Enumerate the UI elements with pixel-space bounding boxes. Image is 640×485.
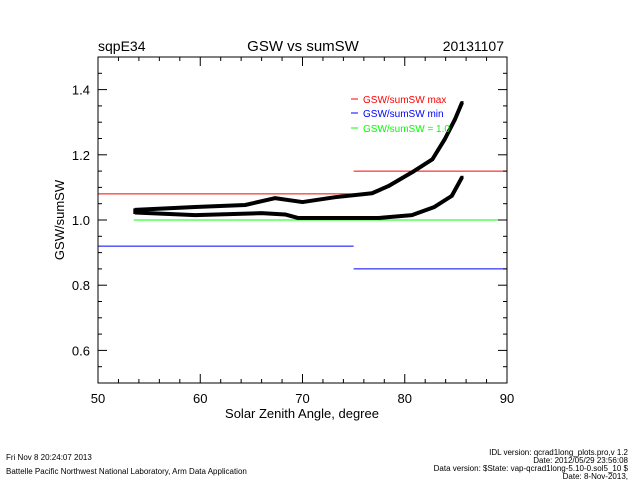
data-point-upper bbox=[460, 101, 464, 105]
data-point-lower bbox=[296, 216, 300, 220]
y-tick-label: 1.0 bbox=[72, 213, 90, 228]
series-line-lower bbox=[134, 176, 464, 221]
data-point-upper bbox=[370, 191, 374, 195]
x-tick-label: 60 bbox=[193, 391, 207, 406]
data-point-lower bbox=[376, 216, 380, 220]
y-tick-label: 0.8 bbox=[72, 278, 90, 293]
data-point-lower bbox=[283, 212, 287, 216]
data-point-upper bbox=[410, 170, 414, 174]
footer-idl-version: IDL version: qcrad1long_plots.pro,v 1.2 bbox=[489, 448, 628, 457]
data-point-lower bbox=[450, 194, 454, 198]
footer-timestamp: Fri Nov 8 20:24:07 2013 bbox=[6, 453, 92, 462]
footer-data-date: Date: 8-Nov-2013, bbox=[563, 472, 628, 480]
legend-label-max: GSW/sumSW max bbox=[363, 95, 446, 106]
x-tick-label: 50 bbox=[91, 391, 105, 406]
legend: GSW/sumSW max GSW/sumSW min GSW/sumSW = … bbox=[351, 95, 450, 135]
data-point-lower bbox=[432, 205, 436, 209]
footer-idl-date: Date: 2012/05/29 23:56:08 bbox=[533, 456, 628, 465]
data-point-upper bbox=[453, 118, 457, 122]
legend-label-min: GSW/sumSW min bbox=[363, 109, 444, 120]
data-point-upper bbox=[443, 137, 447, 141]
data-point-upper bbox=[301, 200, 304, 204]
x-tick-label: 70 bbox=[295, 391, 309, 406]
data-point-lower bbox=[410, 213, 414, 217]
data-point-upper bbox=[273, 196, 277, 200]
chart-title: GSW vs sumSW bbox=[247, 38, 360, 55]
y-axis-label: GSW/sumSW bbox=[52, 179, 67, 260]
data-point-lower bbox=[460, 175, 464, 179]
x-axis-label: Solar Zenith Angle, degree bbox=[225, 406, 379, 421]
data-point-upper bbox=[133, 208, 137, 212]
data-point-lower bbox=[193, 213, 197, 217]
y-tick-label: 1.4 bbox=[72, 83, 90, 98]
data-point-lower bbox=[260, 211, 264, 215]
y-tick-label: 0.6 bbox=[72, 343, 90, 358]
data-point-upper bbox=[430, 157, 434, 161]
date-label: 20131107 bbox=[443, 38, 504, 54]
data-point-lower bbox=[133, 211, 137, 215]
data-point-upper bbox=[333, 195, 337, 199]
x-tick-label: 80 bbox=[398, 391, 412, 406]
data-point-upper bbox=[386, 184, 390, 188]
site-label: sqpE34 bbox=[98, 38, 146, 54]
data-point-upper bbox=[193, 205, 197, 209]
data-point-upper bbox=[243, 203, 247, 207]
data-series bbox=[133, 101, 464, 221]
footer-org: Battelle Pacific Northwest National Labo… bbox=[6, 467, 247, 476]
x-tick-label: 90 bbox=[500, 391, 514, 406]
axis-ticks: 50 60 70 80 90 0.6 0.8 1.0 1.2 1.4 bbox=[72, 56, 514, 406]
footer-data-version: Data version: $State: vap-qcrad1long-5.1… bbox=[434, 464, 629, 473]
y-tick-label: 1.2 bbox=[72, 148, 90, 163]
legend-label-unity: GSW/sumSW = 1.0 bbox=[363, 124, 450, 135]
